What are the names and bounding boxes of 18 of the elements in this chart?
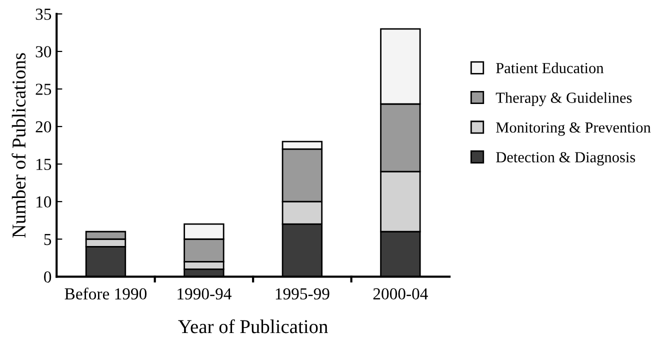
legend-label: Detection & Diagnosis	[496, 152, 636, 166]
y-tick-label: 10	[36, 196, 52, 208]
x-tick-label: Before 1990	[64, 288, 147, 300]
x-tick-label: 1990-94	[178, 288, 232, 300]
y-tick-label: 20	[36, 121, 52, 132]
y-tick-label: 30	[36, 46, 52, 58]
y-tick-label: 15	[36, 158, 52, 170]
x-tick-label: 1995-99	[276, 288, 330, 300]
legend-label: Patient Education	[496, 62, 604, 74]
y-axis-title: Number of Publications	[12, 53, 26, 238]
legend-label: Monitoring & Prevention	[496, 122, 651, 136]
y-tick-label: 0	[44, 271, 52, 283]
x-tick-label: 2000-04	[373, 288, 428, 300]
x-axis-title: Year of Publication	[178, 319, 328, 334]
y-tick-label: 5	[44, 234, 52, 246]
y-tick-label: 35	[36, 8, 52, 20]
y-tick-label: 25	[36, 84, 52, 95]
legend-label: Therapy & Guidelines	[496, 92, 632, 106]
